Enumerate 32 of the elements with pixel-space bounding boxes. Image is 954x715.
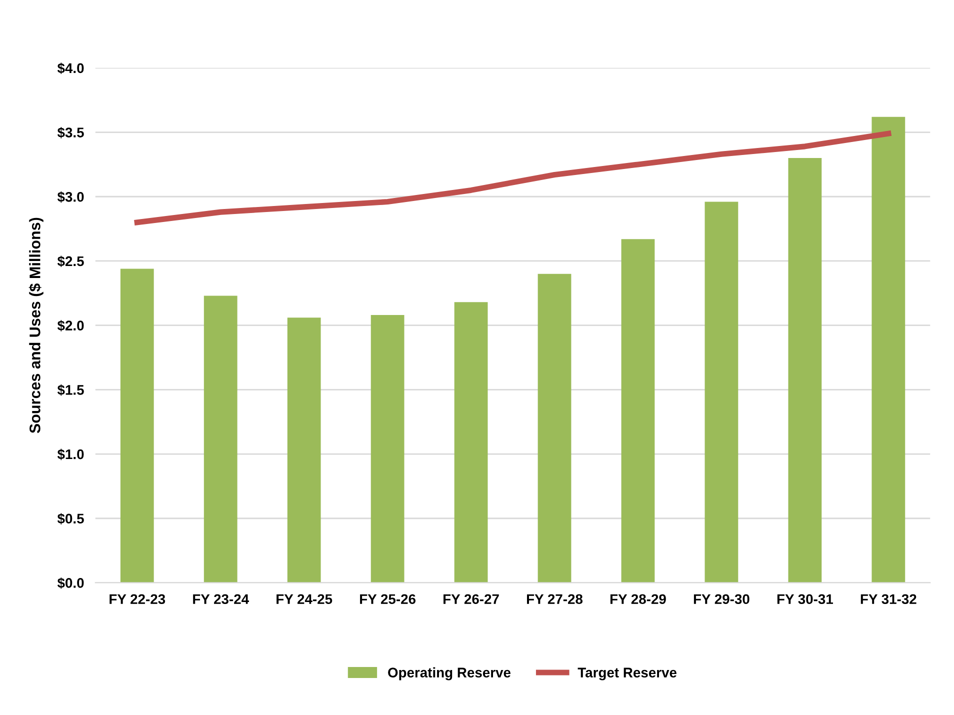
legend-label: Target Reserve	[578, 668, 676, 680]
bar	[621, 239, 655, 583]
bar	[538, 274, 572, 583]
bar	[872, 116, 906, 583]
y-tick-label: $2.0	[57, 320, 84, 332]
bar	[204, 296, 238, 583]
x-tick-label: FY 25-26	[360, 594, 416, 604]
x-tick-label: FY 28-29	[610, 594, 666, 604]
y-axis-title: Sources and Uses ($ Millions)	[28, 218, 44, 434]
x-tick-label: FY 30-31	[777, 594, 833, 604]
x-tick-label: FY 26-27	[444, 594, 499, 604]
x-tick-label: FY 23-24	[193, 594, 249, 604]
bar	[370, 315, 404, 583]
x-tick-label: FY 31-32	[860, 594, 916, 604]
bar	[788, 158, 822, 583]
y-tick-label: $1.0	[57, 448, 84, 460]
y-tick-label: $3.5	[57, 127, 84, 138]
y-tick-label: $3.0	[57, 191, 84, 203]
bar	[287, 318, 321, 583]
x-tick-label: FY 27-28	[527, 594, 583, 604]
bar	[704, 202, 738, 583]
y-tick-label: $2.5	[57, 256, 84, 268]
y-tick-label: $0.5	[57, 513, 84, 524]
legend-label: Operating Reserve	[388, 667, 511, 680]
bar	[120, 268, 154, 583]
bar	[454, 302, 488, 583]
y-tick-label: $0.0	[57, 577, 84, 589]
y-tick-label: $4.0	[57, 62, 84, 74]
x-tick-label: FY 29-30	[694, 594, 750, 604]
x-tick-label: FY 24-25	[276, 594, 332, 604]
x-tick-label: FY 22-23	[110, 594, 166, 604]
y-tick-label: $1.5	[57, 384, 84, 396]
